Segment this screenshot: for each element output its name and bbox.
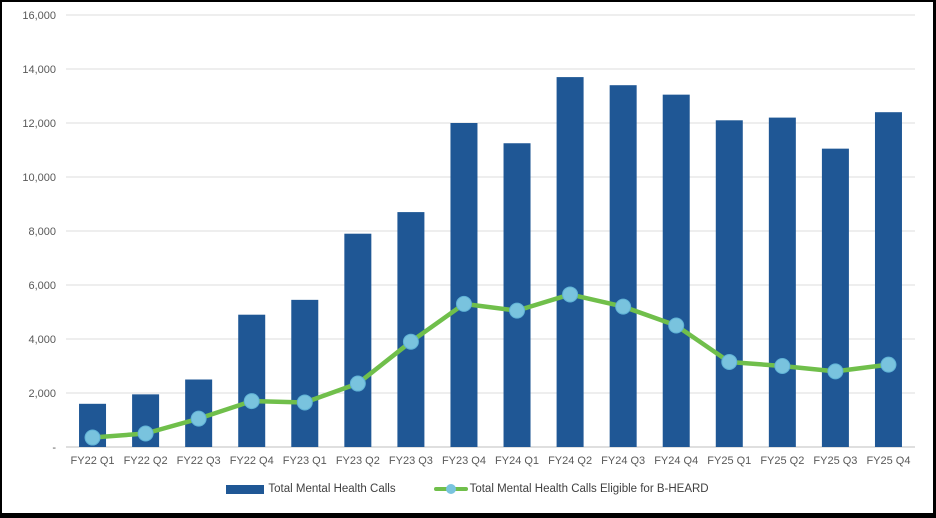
line-marker: [190, 410, 207, 427]
x-tick-label: FY24 Q1: [495, 455, 539, 467]
x-tick-label: FY22 Q4: [230, 455, 274, 467]
x-tick-label: FY22 Q2: [124, 455, 168, 467]
x-tick-label: FY22 Q3: [177, 455, 221, 467]
line-marker: [243, 393, 260, 410]
x-tick-label: FY25 Q2: [760, 455, 804, 467]
legend: Total Mental Health Calls Total Mental H…: [2, 483, 933, 495]
line-marker: [509, 302, 526, 319]
bar-series-swatch: [226, 484, 265, 494]
line-marker: [137, 425, 154, 442]
line-marker: [402, 333, 419, 350]
line-series: [90, 292, 891, 440]
bar: [874, 112, 902, 447]
line-marker: [84, 429, 101, 446]
x-tick-label: FY25 Q3: [813, 455, 857, 467]
line-marker: [774, 358, 791, 374]
line-marker: [562, 286, 579, 303]
y-tick-label: 10,000: [22, 172, 56, 184]
x-tick-label: FY24 Q4: [654, 455, 698, 467]
y-tick-label: -: [52, 442, 56, 454]
line-marker: [615, 298, 632, 315]
line-marker: [668, 317, 685, 334]
bar: [556, 77, 584, 447]
line-marker: [296, 394, 313, 411]
bar: [662, 94, 690, 448]
line-marker: [349, 375, 366, 392]
x-tick-label: FY25 Q4: [866, 455, 910, 467]
bar: [768, 117, 796, 447]
x-tick-label: FY23 Q1: [283, 455, 327, 467]
y-tick-label: 16,000: [22, 10, 56, 22]
line-marker: [721, 353, 738, 370]
bar: [609, 85, 637, 447]
line-series-swatch: [433, 484, 468, 494]
bar: [238, 314, 266, 447]
line-marker: [827, 363, 844, 380]
legend-label-eligible-calls: Total Mental Health Calls Eligible for B…: [469, 483, 709, 495]
bar: [450, 123, 478, 447]
y-tick-label: 14,000: [22, 64, 56, 76]
legend-item-eligible-calls: Total Mental Health Calls Eligible for B…: [433, 483, 709, 495]
line-marker: [455, 295, 472, 312]
y-tick-label: 8,000: [28, 226, 56, 238]
bar: [715, 120, 743, 448]
y-tick-label: 2,000: [28, 388, 56, 400]
x-tick-label: FY23 Q2: [336, 455, 380, 467]
legend-label-total-calls: Total Mental Health Calls: [268, 483, 396, 495]
x-tick-label: FY23 Q4: [442, 455, 486, 467]
bar: [344, 233, 372, 447]
bar: [503, 143, 531, 447]
bar: [821, 148, 849, 447]
x-tick-label: FY23 Q3: [389, 455, 433, 467]
bar: [291, 299, 319, 447]
y-tick-label: 4,000: [28, 334, 56, 346]
y-tick-label: 6,000: [28, 280, 56, 292]
x-tick-label: FY25 Q1: [707, 455, 751, 467]
line-marker: [880, 356, 897, 373]
y-tick-label: 12,000: [22, 118, 56, 130]
x-tick-label: FY24 Q2: [548, 455, 592, 467]
x-tick-label: FY22 Q1: [71, 455, 115, 467]
bar: [397, 212, 425, 447]
line-marker-swatch: [445, 484, 456, 494]
legend-item-total-calls: Total Mental Health Calls: [226, 483, 396, 495]
x-tick-label: FY24 Q3: [601, 455, 645, 467]
